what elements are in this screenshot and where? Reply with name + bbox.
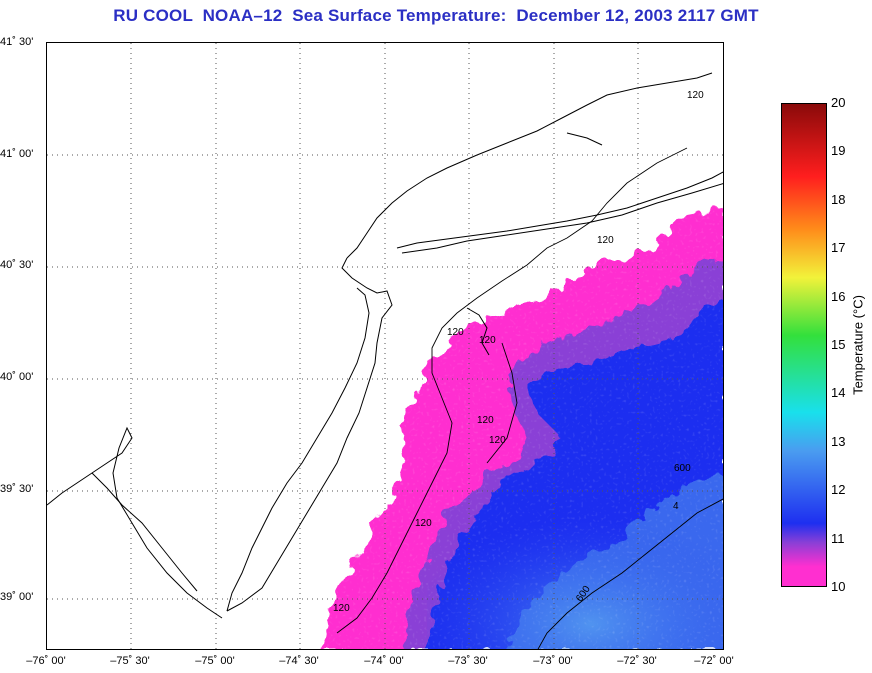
colorbar-tick-13: 13: [831, 433, 846, 449]
isobaths: [336, 147, 723, 649]
contour-label-4: 4: [673, 501, 679, 512]
lon-label-74-00: –74˚ 00': [364, 655, 404, 667]
colorbar-tick-20: 20: [831, 95, 846, 110]
lon-label-72-00: –72˚ 00': [694, 655, 734, 667]
lat-label-41-00: 41˚ 00': [0, 148, 34, 160]
colorbar-tick-17: 17: [831, 240, 846, 256]
lon-label-72-30: –72˚ 30': [617, 655, 657, 667]
lon-label-73-30: –73˚ 30': [448, 655, 488, 667]
sst-map-canvas: 120 120 120 120 120 120 120 120 600 600 …: [47, 43, 723, 649]
colorbar-tick-12: 12: [831, 482, 846, 498]
contour-label-120-f: 120: [489, 435, 506, 446]
lon-label-76-00: –76˚ 00': [26, 655, 66, 667]
lon-label-75-00: –75˚ 00': [195, 655, 235, 667]
contour-label-120-b: 120: [597, 235, 614, 246]
lat-label-41-30: 41˚ 30': [0, 36, 34, 48]
colorbar-tick-19: 19: [831, 143, 846, 159]
colorbar-tick-15: 15: [831, 337, 846, 352]
sst-map: 120 120 120 120 120 120 120 120 600 600 …: [46, 42, 724, 650]
coastline: [47, 72, 723, 619]
lon-label-75-30: –75˚ 30': [110, 655, 150, 667]
temperature-colorbar: [781, 103, 827, 587]
contour-label-120-h: 120: [333, 603, 350, 614]
contour-label-120-d: 120: [479, 335, 496, 346]
lon-label-73-00: –73˚ 00': [533, 655, 573, 667]
colorbar-tick-10: 10: [831, 579, 846, 594]
lat-label-40-00: 40˚ 00': [0, 371, 34, 383]
contour-label-600-a: 600: [674, 463, 691, 474]
colorbar-tick-11: 11: [831, 530, 845, 546]
map-title: RU COOL NOAA–12 Sea Surface Temperature:…: [113, 6, 759, 25]
lat-label-40-30: 40˚ 30': [0, 259, 34, 271]
contour-label-120-c: 120: [447, 327, 464, 338]
lat-label-39-30: 39˚ 30': [0, 483, 34, 495]
lat-label-39-00: 39˚ 00': [0, 591, 34, 603]
graticule: [47, 43, 723, 649]
contour-label-120-g: 120: [415, 518, 432, 529]
sst-noise: [347, 243, 723, 649]
contour-label-120-a: 120: [687, 90, 704, 101]
colorbar-tick-16: 16: [831, 288, 846, 304]
colorbar-label: Temperature (°C): [850, 295, 866, 395]
lon-label-74-30: –74˚ 30': [279, 655, 319, 667]
contour-label-120-e: 120: [477, 415, 494, 426]
colorbar-tick-14: 14: [831, 385, 846, 401]
colorbar-tick-18: 18: [831, 191, 846, 207]
